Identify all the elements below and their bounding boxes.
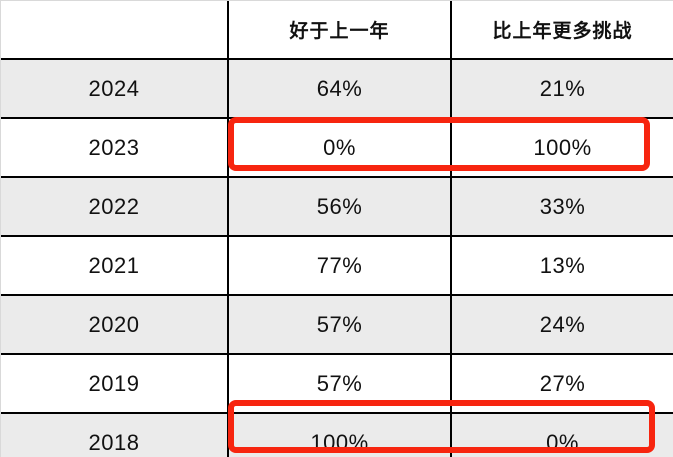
year-cell: 2024 [1,59,228,118]
year-cell: 2021 [88,252,140,278]
table-row-2023: 2023 0% 100% [1,118,673,177]
challenge-value-cell: 100% [450,118,673,177]
better-value-cell: 64% [227,59,451,118]
challenge-value-cell: 24% [450,295,673,354]
challenge-value-cell: 13% [450,236,673,295]
table-row-2019: 2019 57% 27% [1,354,673,413]
year-cell: 2022 [1,177,228,236]
challenge-value-cell: 27% [450,354,673,413]
better-value-cell: 77% [227,236,451,295]
better-value-cell: 0% [227,118,451,177]
table-row-2024: 2024 64% 21% [1,59,673,118]
col-header-more-challenges: 比上年更多挑战 [450,1,673,59]
challenge-value-cell: 0% [450,413,673,457]
year-cell: 2023 [88,134,140,160]
year-cell: 2020 [1,295,228,354]
better-value-cell: 57% [227,354,451,413]
better-value-cell: 100% [227,413,451,457]
table-row-2018: 2018 100% 0% [1,413,673,457]
col-header-empty [1,1,228,59]
year-cell: 2018 [1,413,228,457]
table-row-2020: 2020 57% 24% [1,295,673,354]
col-header-better-than-last-year: 好于上一年 [227,1,451,59]
table-row-2021: 2021 77% 13% [1,236,673,295]
table-row-2022: 2022 56% 33% [1,177,673,236]
better-value-cell: 57% [227,295,451,354]
better-value-cell: 56% [227,177,451,236]
year-cell: 2019 [88,370,140,396]
challenge-value-cell: 33% [450,177,673,236]
challenge-value-cell: 21% [450,59,673,118]
header-row: 好于上一年 比上年更多挑战 [1,1,673,59]
